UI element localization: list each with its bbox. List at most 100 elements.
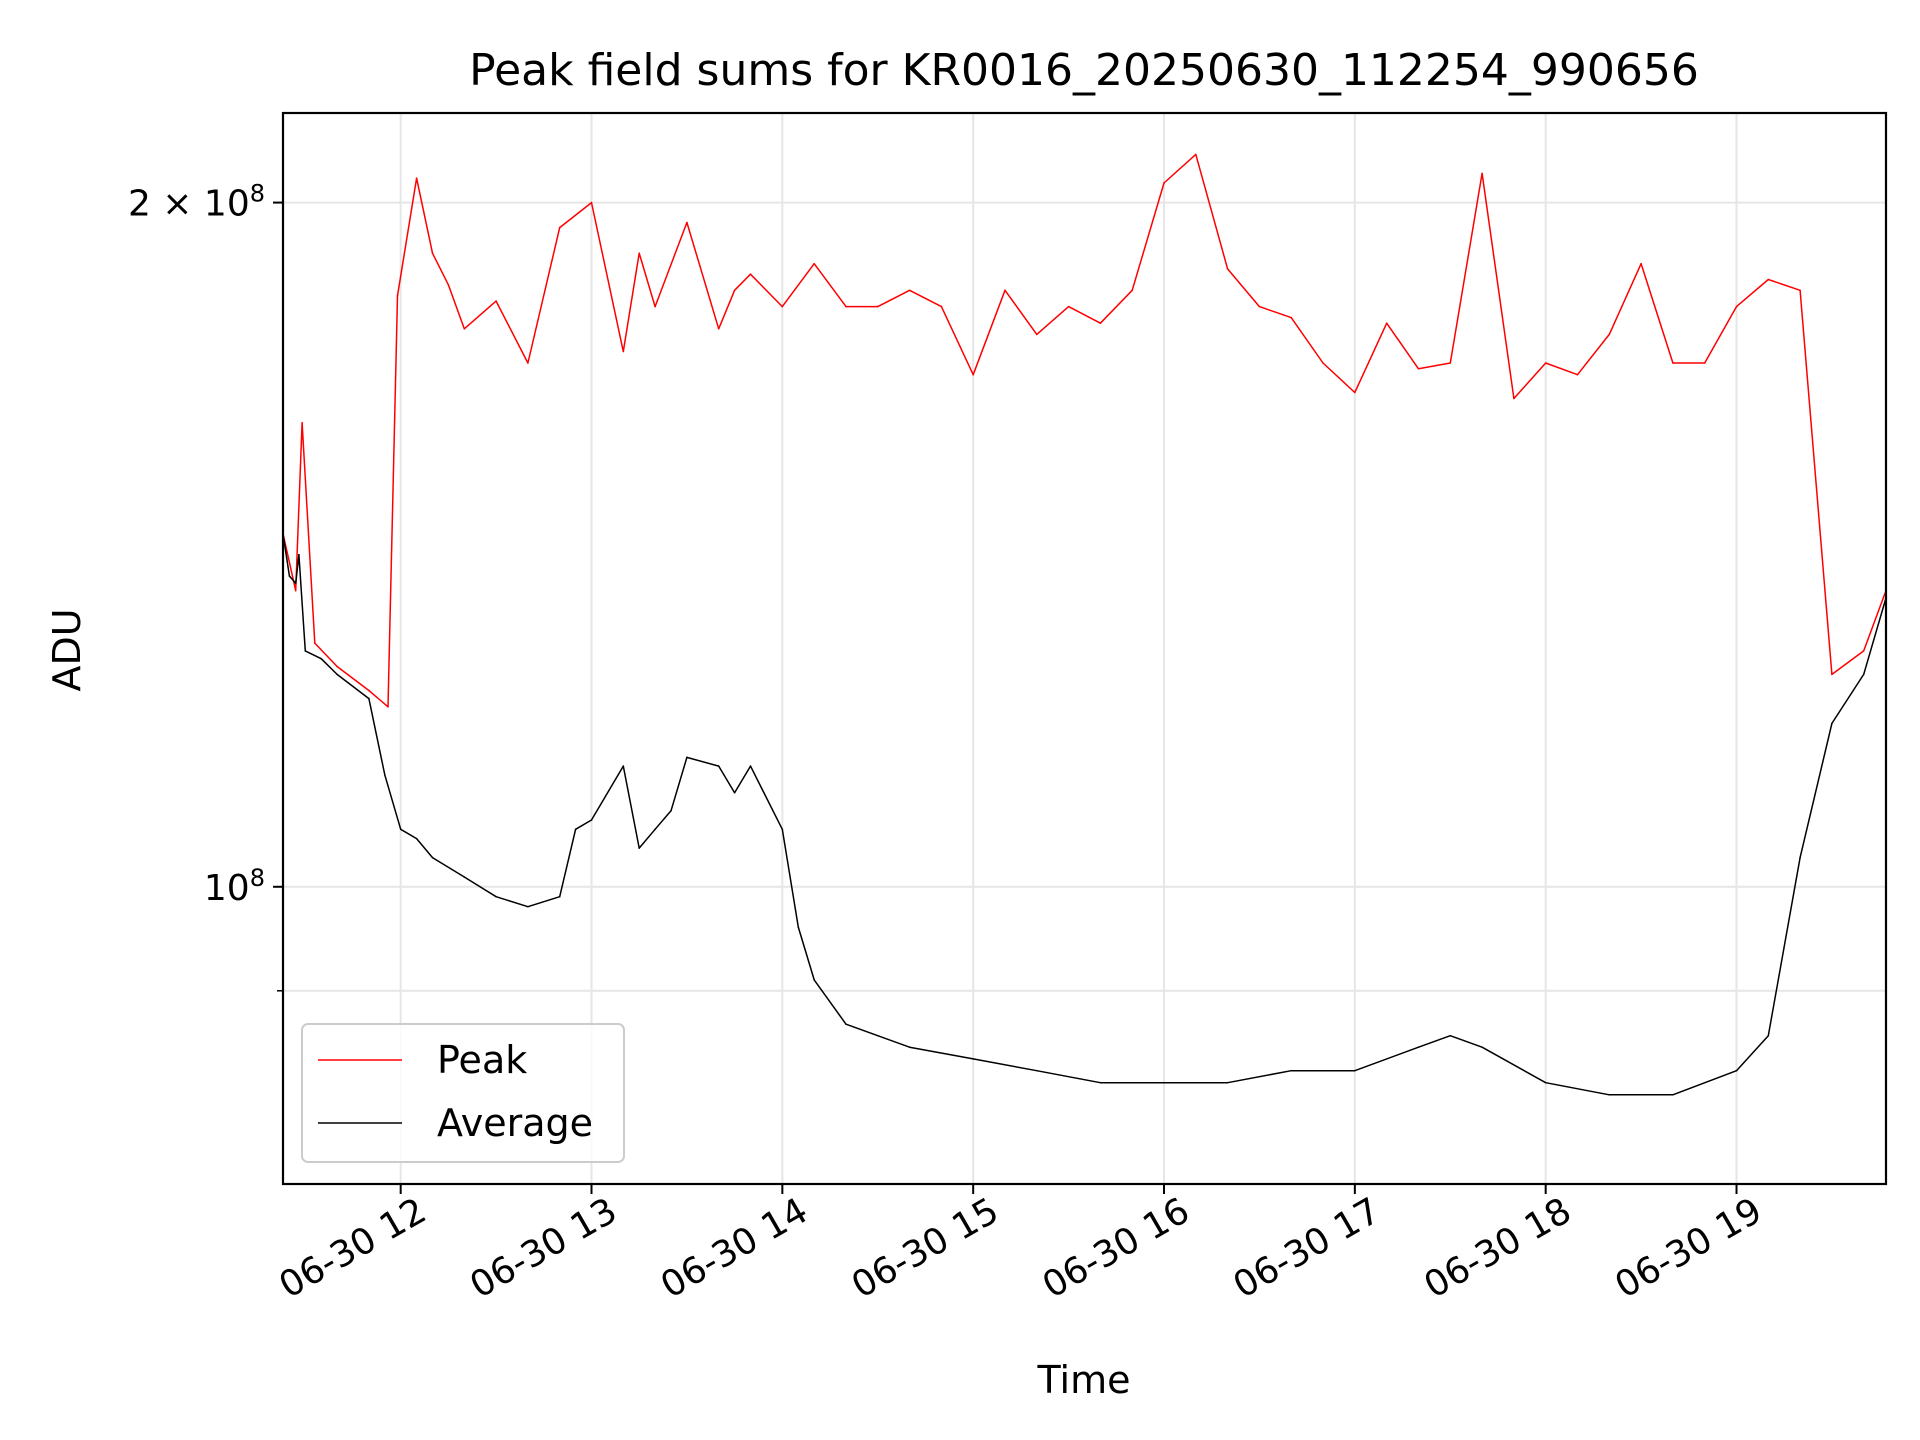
data-point-peak: [717, 328, 720, 330]
data-point-average: [1036, 1069, 1038, 1072]
data-point-peak: [622, 350, 625, 353]
data-point-peak: [368, 689, 370, 692]
data-point-peak: [1767, 278, 1770, 281]
data-point-peak: [1131, 289, 1133, 292]
data-point-average: [1417, 1046, 1420, 1048]
data-point-peak: [749, 273, 752, 276]
data-point-average: [288, 575, 291, 577]
data-point-peak: [1258, 305, 1261, 308]
data-point-peak: [463, 328, 466, 330]
data-point-peak: [1513, 397, 1515, 400]
data-point-average: [781, 828, 784, 831]
grid: [283, 113, 1886, 1184]
data-point-peak: [1481, 172, 1483, 175]
data-point-peak: [940, 305, 943, 308]
data-point-average: [1767, 1034, 1770, 1037]
data-point-average: [298, 553, 300, 556]
data-point-average: [336, 673, 338, 676]
data-point-average: [733, 791, 736, 794]
data-point-peak: [972, 373, 974, 376]
chart-title: Peak field sums for KR0016_20250630_1122…: [469, 45, 1699, 96]
data-point-average: [638, 847, 640, 849]
data-point-peak: [1862, 650, 1865, 652]
data-point-peak: [1354, 391, 1356, 394]
data-point-peak: [1099, 322, 1102, 325]
data-point-peak: [1322, 362, 1324, 364]
data-point-average: [574, 828, 577, 831]
data-point-average: [431, 856, 434, 859]
data-point-peak: [1608, 333, 1611, 336]
data-point-peak: [1640, 262, 1642, 265]
data-point-peak: [495, 300, 497, 302]
data-point-average: [320, 657, 323, 660]
data-point-average: [1481, 1046, 1483, 1048]
data-point-peak: [1417, 368, 1420, 370]
data-point-average: [463, 876, 466, 878]
data-point-peak: [1831, 673, 1833, 676]
data-point-average: [670, 810, 672, 812]
legend-box: [301, 1023, 625, 1163]
data-point-peak: [1226, 268, 1229, 270]
data-point-peak: [590, 201, 593, 204]
data-point-peak: [1004, 289, 1006, 292]
legend-label-peak: Peak: [437, 1038, 527, 1082]
data-point-average: [1354, 1069, 1356, 1072]
data-point-peak: [558, 226, 561, 229]
data-point-average: [558, 895, 561, 898]
data-point-peak: [733, 289, 736, 292]
plot-frame: [281, 111, 1888, 1186]
data-point-average: [384, 774, 386, 776]
y-axis-label: ADU: [45, 608, 89, 691]
data-point-average: [877, 1034, 879, 1037]
data-point-average: [399, 828, 402, 831]
data-point-average: [1226, 1081, 1229, 1084]
data-point-peak: [301, 422, 303, 424]
data-point-average: [908, 1046, 911, 1048]
data-point-peak: [877, 305, 879, 308]
y-tick-label: 108: [204, 864, 265, 909]
data-point-average: [527, 905, 529, 908]
data-point-average: [495, 895, 497, 898]
data-point-average: [590, 819, 593, 821]
data-point-average: [1799, 856, 1801, 859]
data-point-average: [797, 926, 800, 928]
data-point-peak: [813, 262, 815, 265]
data-point-peak: [654, 305, 656, 308]
data-point-average: [304, 650, 307, 652]
data-point-peak: [1576, 373, 1579, 376]
data-point-average: [717, 765, 720, 767]
data-point-average: [1608, 1094, 1611, 1096]
data-point-average: [1449, 1034, 1452, 1037]
data-point-average: [972, 1058, 974, 1060]
legend-label-average: Average: [437, 1101, 593, 1145]
data-point-peak: [1067, 305, 1070, 308]
data-point-peak: [1672, 362, 1674, 364]
data-point-average: [622, 765, 625, 767]
data-point-average: [294, 582, 297, 585]
data-point-peak: [638, 252, 640, 254]
data-point-average: [654, 828, 656, 831]
data-point-average: [1831, 722, 1833, 725]
data-point-average: [415, 837, 418, 840]
data-point-peak: [396, 294, 399, 297]
data-point-average: [1290, 1069, 1292, 1072]
data-point-average: [845, 1023, 847, 1025]
data-point-average: [368, 697, 370, 700]
data-point-average: [686, 756, 688, 759]
data-point-average: [813, 979, 815, 981]
data-point-peak: [1385, 322, 1388, 325]
x-axis-label: Time: [1037, 1358, 1131, 1402]
data-point-peak: [447, 284, 450, 286]
y-axis: 2 × 108 108: [128, 180, 283, 992]
data-point-peak: [1544, 362, 1547, 364]
data-point-peak: [294, 589, 297, 592]
data-point-peak: [908, 289, 911, 292]
data-point-peak: [1290, 316, 1292, 319]
data-point-peak: [781, 305, 784, 308]
data-point-peak: [336, 665, 338, 668]
data-point-average: [1735, 1069, 1738, 1072]
data-point-peak: [686, 221, 688, 224]
data-point-average: [1862, 673, 1865, 676]
data-point-peak: [1163, 182, 1165, 184]
